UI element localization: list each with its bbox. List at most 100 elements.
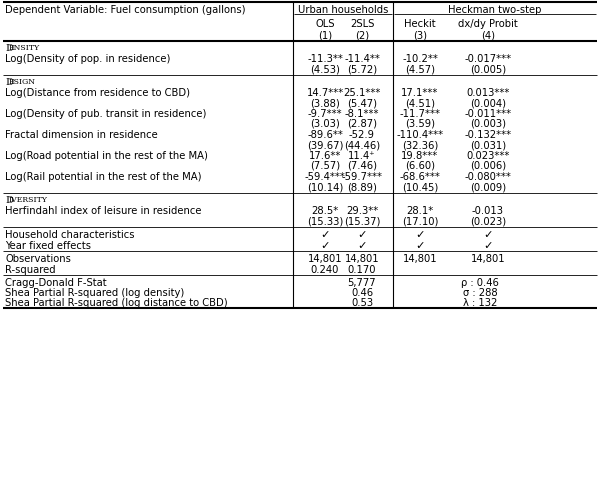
Text: ✓: ✓ bbox=[357, 229, 367, 239]
Text: ✓: ✓ bbox=[415, 240, 425, 250]
Text: -52.9: -52.9 bbox=[349, 130, 375, 140]
Text: 2SLS: 2SLS bbox=[350, 19, 374, 29]
Text: dx/dy Probit: dx/dy Probit bbox=[458, 19, 518, 29]
Text: ✓: ✓ bbox=[320, 240, 330, 250]
Text: 5,777: 5,777 bbox=[347, 278, 376, 288]
Text: (6.60): (6.60) bbox=[405, 161, 435, 171]
Text: 0.013***: 0.013*** bbox=[466, 88, 509, 98]
Text: ✓: ✓ bbox=[320, 229, 330, 239]
Text: 19.8***: 19.8*** bbox=[401, 151, 439, 161]
Text: (3.59): (3.59) bbox=[405, 119, 435, 129]
Text: Urban households: Urban households bbox=[298, 5, 388, 15]
Text: ✓: ✓ bbox=[415, 229, 425, 239]
Text: -59.7***: -59.7*** bbox=[341, 172, 383, 182]
Text: 0.240: 0.240 bbox=[311, 265, 339, 275]
Text: (0.005): (0.005) bbox=[470, 64, 506, 74]
Text: (0.009): (0.009) bbox=[470, 182, 506, 191]
Text: λ : 132: λ : 132 bbox=[463, 298, 497, 308]
Text: Shea Partial R-squared (log density): Shea Partial R-squared (log density) bbox=[5, 288, 184, 298]
Text: -0.013: -0.013 bbox=[472, 205, 504, 215]
Text: ✓: ✓ bbox=[483, 240, 493, 250]
Text: (0.004): (0.004) bbox=[470, 98, 506, 108]
Text: (3.88): (3.88) bbox=[310, 98, 340, 108]
Text: 17.1***: 17.1*** bbox=[401, 88, 439, 98]
Text: (0.031): (0.031) bbox=[470, 140, 506, 150]
Text: (4.53): (4.53) bbox=[310, 64, 340, 74]
Text: 0.46: 0.46 bbox=[351, 288, 373, 298]
Text: Household characteristics: Household characteristics bbox=[5, 229, 134, 239]
Text: 14,801: 14,801 bbox=[308, 254, 343, 264]
Text: Log(Road potential in the rest of the MA): Log(Road potential in the rest of the MA… bbox=[5, 151, 208, 161]
Text: 28.1*: 28.1* bbox=[406, 205, 434, 215]
Text: D: D bbox=[5, 195, 13, 204]
Text: -9.7***: -9.7*** bbox=[308, 109, 343, 119]
Text: 25.1***: 25.1*** bbox=[343, 88, 380, 98]
Text: -0.017***: -0.017*** bbox=[464, 54, 512, 64]
Text: Observations: Observations bbox=[5, 254, 71, 264]
Text: OLS: OLS bbox=[315, 19, 335, 29]
Text: (10.14): (10.14) bbox=[307, 182, 343, 191]
Text: Cragg-Donald F-Stat: Cragg-Donald F-Stat bbox=[5, 278, 107, 288]
Text: -89.6**: -89.6** bbox=[307, 130, 343, 140]
Text: ✓: ✓ bbox=[357, 240, 367, 250]
Text: -68.6***: -68.6*** bbox=[400, 172, 440, 182]
Text: (17.10): (17.10) bbox=[402, 215, 438, 225]
Text: -10.2**: -10.2** bbox=[402, 54, 438, 64]
Text: Log(Distance from residence to CBD): Log(Distance from residence to CBD) bbox=[5, 88, 190, 98]
Text: 29.3**: 29.3** bbox=[346, 205, 378, 215]
Text: -11.4**: -11.4** bbox=[344, 54, 380, 64]
Text: (3): (3) bbox=[413, 30, 427, 40]
Text: R-squared: R-squared bbox=[5, 265, 56, 275]
Text: (2): (2) bbox=[355, 30, 369, 40]
Text: ENSITY: ENSITY bbox=[9, 44, 40, 52]
Text: ESIGN: ESIGN bbox=[9, 78, 36, 86]
Text: 17.6**: 17.6** bbox=[309, 151, 341, 161]
Text: 14,801: 14,801 bbox=[403, 254, 437, 264]
Text: D: D bbox=[5, 78, 13, 87]
Text: -11.3**: -11.3** bbox=[307, 54, 343, 64]
Text: (7.46): (7.46) bbox=[347, 161, 377, 171]
Text: (5.72): (5.72) bbox=[347, 64, 377, 74]
Text: (2.87): (2.87) bbox=[347, 119, 377, 129]
Text: ρ : 0.46: ρ : 0.46 bbox=[461, 278, 499, 288]
Text: -110.4***: -110.4*** bbox=[397, 130, 443, 140]
Text: -8.1***: -8.1*** bbox=[345, 109, 379, 119]
Text: (39.67): (39.67) bbox=[307, 140, 343, 150]
Text: (8.89): (8.89) bbox=[347, 182, 377, 191]
Text: -0.080***: -0.080*** bbox=[464, 172, 511, 182]
Text: (4.51): (4.51) bbox=[405, 98, 435, 108]
Text: (0.003): (0.003) bbox=[470, 119, 506, 129]
Text: (44.46): (44.46) bbox=[344, 140, 380, 150]
Text: Herfindahl index of leisure in residence: Herfindahl index of leisure in residence bbox=[5, 205, 202, 215]
Text: -0.132***: -0.132*** bbox=[464, 130, 512, 140]
Text: Log(Density of pub. transit in residence): Log(Density of pub. transit in residence… bbox=[5, 109, 206, 119]
Text: (4): (4) bbox=[481, 30, 495, 40]
Text: Shea Partial R-squared (log distance to CBD): Shea Partial R-squared (log distance to … bbox=[5, 298, 227, 308]
Text: 14.7***: 14.7*** bbox=[307, 88, 344, 98]
Text: (1): (1) bbox=[318, 30, 332, 40]
Text: Fractal dimension in residence: Fractal dimension in residence bbox=[5, 130, 158, 140]
Text: -59.4***: -59.4*** bbox=[305, 172, 346, 182]
Text: (0.023): (0.023) bbox=[470, 215, 506, 225]
Text: 0.53: 0.53 bbox=[351, 298, 373, 308]
Text: (10.45): (10.45) bbox=[402, 182, 438, 191]
Text: Dependent Variable: Fuel consumption (gallons): Dependent Variable: Fuel consumption (ga… bbox=[5, 5, 245, 15]
Text: IVERSITY: IVERSITY bbox=[9, 195, 48, 203]
Text: Heckit: Heckit bbox=[404, 19, 436, 29]
Text: Heckman two-step: Heckman two-step bbox=[448, 5, 542, 15]
Text: 14,801: 14,801 bbox=[344, 254, 379, 264]
Text: -0.011***: -0.011*** bbox=[464, 109, 512, 119]
Text: (5.47): (5.47) bbox=[347, 98, 377, 108]
Text: D: D bbox=[5, 44, 13, 53]
Text: (0.006): (0.006) bbox=[470, 161, 506, 171]
Text: Log(Rail potential in the rest of the MA): Log(Rail potential in the rest of the MA… bbox=[5, 172, 202, 182]
Text: 28.5*: 28.5* bbox=[311, 205, 338, 215]
Text: (4.57): (4.57) bbox=[405, 64, 435, 74]
Text: (15.33): (15.33) bbox=[307, 215, 343, 225]
Text: 11.4⁺: 11.4⁺ bbox=[348, 151, 376, 161]
Text: Year fixed effects: Year fixed effects bbox=[5, 240, 91, 250]
Text: 0.170: 0.170 bbox=[348, 265, 376, 275]
Text: (15.37): (15.37) bbox=[344, 215, 380, 225]
Text: -11.7***: -11.7*** bbox=[400, 109, 440, 119]
Text: σ : 288: σ : 288 bbox=[463, 288, 497, 298]
